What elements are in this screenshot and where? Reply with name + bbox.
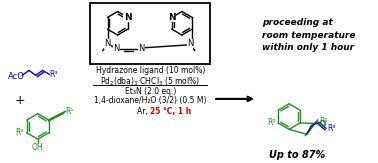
Text: R²: R²: [15, 128, 24, 137]
Text: Hydrazone ligand (10 mol%): Hydrazone ligand (10 mol%): [96, 67, 205, 75]
Text: +: +: [15, 94, 25, 107]
FancyBboxPatch shape: [90, 3, 210, 64]
Text: 1,4-dioxane/H₂O (3/2) (0.5 M): 1,4-dioxane/H₂O (3/2) (0.5 M): [94, 96, 206, 105]
Text: N: N: [104, 39, 111, 48]
Text: proceeding at
room temperature
within only 1 hour: proceeding at room temperature within on…: [262, 18, 355, 52]
Text: N: N: [168, 13, 176, 22]
Text: N: N: [124, 13, 132, 22]
Text: AcO: AcO: [8, 72, 25, 81]
Text: Pd$_2$(dba)$_3$·CHCl$_3$ (5 mol%): Pd$_2$(dba)$_3$·CHCl$_3$ (5 mol%): [100, 75, 200, 88]
Text: R²: R²: [267, 119, 275, 127]
Text: Ar,: Ar,: [137, 107, 150, 116]
Text: 25 °C, 1 h: 25 °C, 1 h: [150, 107, 192, 116]
Text: N: N: [113, 44, 119, 53]
Text: N: N: [187, 39, 193, 48]
Text: R¹: R¹: [320, 118, 328, 126]
Text: R³: R³: [327, 124, 336, 133]
Text: R¹: R¹: [65, 107, 74, 116]
Text: Up to 87%: Up to 87%: [269, 150, 325, 160]
Text: R³: R³: [50, 70, 58, 79]
Text: N: N: [138, 44, 145, 53]
Text: Et₃N (2.0 eq.): Et₃N (2.0 eq.): [125, 87, 176, 96]
Text: OH: OH: [32, 143, 43, 152]
Text: O: O: [319, 120, 326, 129]
